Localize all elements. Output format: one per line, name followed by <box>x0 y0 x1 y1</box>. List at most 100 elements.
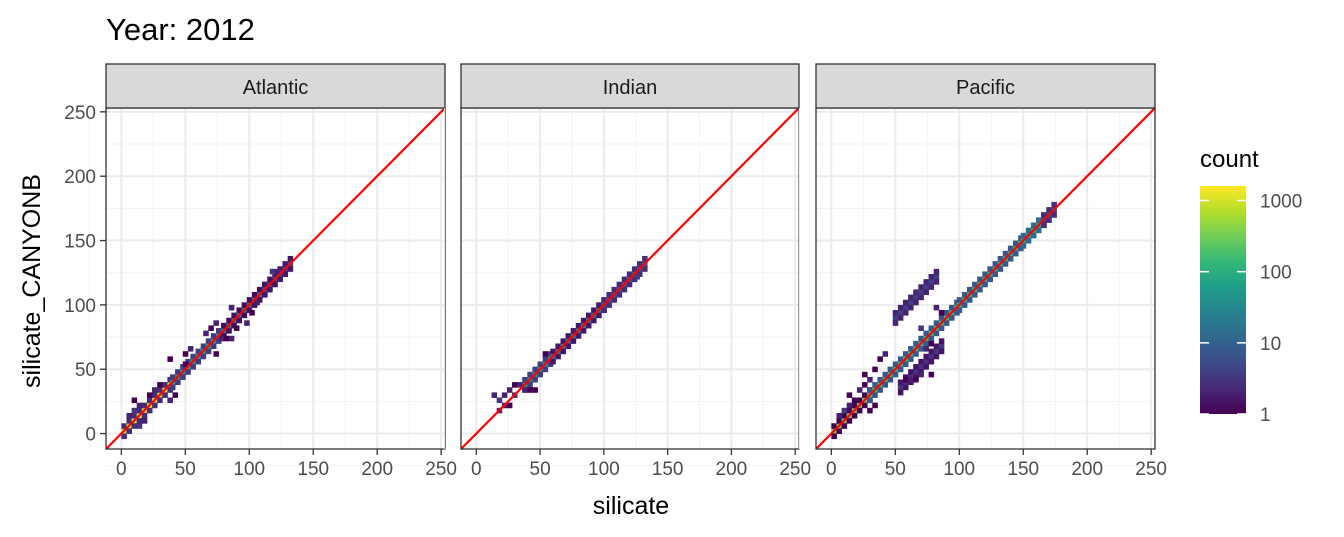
heatmap-tile <box>862 392 868 398</box>
heatmap-tile <box>631 266 638 272</box>
heatmap-tile <box>882 371 889 378</box>
heatmap-tile <box>565 343 572 350</box>
heatmap-tile <box>169 384 176 391</box>
facet-indian: Indian 0 50 100 150 200 250 <box>443 63 811 480</box>
heatmap-tile <box>918 284 924 290</box>
heatmap-tile <box>923 358 929 365</box>
heatmap-tile <box>121 423 127 429</box>
heatmap-tile <box>606 292 612 298</box>
heatmap-tile <box>162 392 168 398</box>
heatmap-tile <box>1041 222 1047 229</box>
heatmap-tile <box>1007 255 1014 262</box>
heatmap-tile <box>136 402 143 409</box>
heatmap-tile <box>872 392 878 398</box>
heatmap-tile <box>527 382 533 388</box>
heatmap-tile <box>928 371 935 378</box>
heatmap-tile <box>218 335 225 342</box>
heatmap-tile <box>167 356 173 362</box>
heatmap-tile <box>126 418 132 424</box>
heatmap-tile <box>887 376 894 383</box>
heatmap-tile <box>933 348 940 355</box>
heatmap-tile <box>897 389 904 396</box>
heatmap-tile <box>938 338 945 344</box>
heatmap-tile <box>634 273 640 280</box>
facet-strip <box>460 63 800 109</box>
heatmap-tile <box>918 294 924 301</box>
heatmap-tile <box>913 340 919 347</box>
heatmap-tile <box>972 292 978 298</box>
heatmap-tile <box>841 407 848 414</box>
heatmap-tile <box>611 286 618 293</box>
heatmap-tile <box>913 299 919 306</box>
y-tick-label: 100 <box>64 296 96 317</box>
heatmap-tile <box>908 346 914 352</box>
heatmap-tile <box>928 325 935 332</box>
heatmap-tile <box>560 338 566 344</box>
heatmap-tile <box>226 317 232 324</box>
heatmap-tile <box>203 330 209 337</box>
heatmap-tile <box>897 310 904 316</box>
heatmap-tile <box>195 358 202 365</box>
heatmap-tile <box>856 387 863 393</box>
heatmap-tile <box>867 387 873 393</box>
heatmap-tile <box>542 356 549 362</box>
heatmap-tile <box>956 307 963 313</box>
heatmap-tile <box>200 343 207 350</box>
heatmap-tile <box>121 433 127 440</box>
heatmap-tile <box>537 371 544 378</box>
heatmap-tile <box>892 371 899 378</box>
heatmap-tile <box>902 351 909 357</box>
heatmap-tile <box>580 328 587 334</box>
heatmap-tile <box>908 299 914 306</box>
heatmap-tile <box>897 315 904 321</box>
heatmap-tile <box>923 364 929 370</box>
heatmap-tile <box>236 317 242 324</box>
heatmap-tile <box>1041 212 1047 218</box>
heatmap-tile <box>249 310 255 316</box>
heatmap-tile <box>496 397 503 404</box>
heatmap-tile <box>923 346 929 352</box>
heatmap-tile <box>961 302 968 308</box>
heatmap-tile <box>933 330 940 337</box>
heatmap-tile <box>918 335 924 342</box>
heatmap-tile <box>867 407 873 414</box>
x-tick-label: 150 <box>652 459 684 480</box>
heatmap-tile <box>152 387 158 393</box>
heatmap-tile <box>585 312 592 319</box>
identity-line <box>815 107 1156 450</box>
heatmap-tile <box>831 423 837 429</box>
heatmap-tile <box>208 325 214 332</box>
heatmap-tile <box>141 412 148 419</box>
heatmap-tile <box>902 384 909 391</box>
y-tick-label: 0 <box>85 425 96 446</box>
heatmap-tile <box>223 335 230 342</box>
heatmap-tile <box>1030 222 1037 229</box>
heatmap-tile <box>992 271 999 277</box>
heatmap-tile <box>933 273 940 280</box>
facet-strip <box>815 63 1156 109</box>
heatmap-tile <box>157 382 163 388</box>
legend-colorbar <box>1200 186 1246 414</box>
heatmap-tile <box>882 351 889 357</box>
heatmap-tile <box>262 281 268 288</box>
heatmap-tile <box>862 371 868 378</box>
x-tick-label: 50 <box>530 459 551 480</box>
heatmap-tile <box>923 279 929 285</box>
heatmap-tile <box>933 353 940 360</box>
legend-label: 100 <box>1260 263 1292 284</box>
heatmap-tile <box>244 320 250 326</box>
heatmap-tile <box>537 361 544 368</box>
heatmap-tile <box>131 407 138 414</box>
heatmap-tile <box>987 276 993 283</box>
heatmap-tile <box>200 353 207 360</box>
heatmap-tile <box>928 348 935 355</box>
heatmap-tile <box>933 279 940 285</box>
heatmap-tile <box>856 397 863 404</box>
heatmap-tile <box>892 315 899 321</box>
heatmap-tile <box>938 348 945 355</box>
heatmap-tile <box>522 376 528 383</box>
heatmap-tile <box>575 333 582 339</box>
heatmap-tile <box>236 307 242 313</box>
